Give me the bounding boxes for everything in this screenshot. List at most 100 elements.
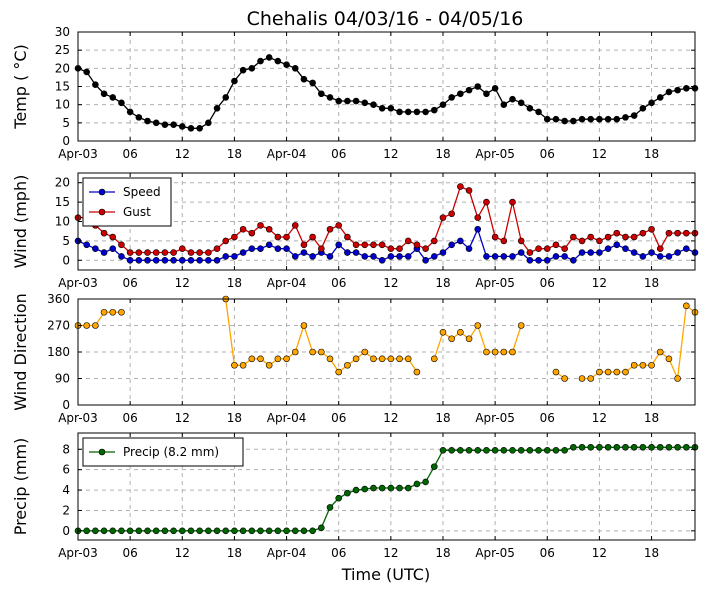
temp-data-point <box>300 75 308 83</box>
direction-x-tick-label: 12 <box>175 411 190 425</box>
precip-data-point <box>509 447 516 454</box>
precip-data-point <box>465 447 473 454</box>
wind-data-point <box>387 253 395 260</box>
temp-data-point <box>318 90 325 98</box>
wind-series-line <box>77 227 696 262</box>
direction-data-point <box>639 361 647 369</box>
wind-data-point <box>596 249 603 256</box>
wind-data-point <box>543 245 551 252</box>
wind-data-point <box>231 233 238 241</box>
wind-data-point <box>604 245 612 252</box>
precip-data-point <box>265 527 273 535</box>
precip-data-point <box>361 485 369 493</box>
precip-data-point <box>257 527 264 535</box>
wind-data-point <box>439 214 447 221</box>
wind-data-point <box>283 233 290 241</box>
direction-data-point <box>448 335 455 343</box>
temp-data-point <box>448 94 455 101</box>
direction-data-point <box>335 368 343 376</box>
wind-data-point <box>378 241 386 249</box>
direction-data-point <box>239 361 247 369</box>
temp-data-point <box>326 94 334 101</box>
wind-data-point <box>222 237 230 245</box>
precip-data-point <box>161 527 169 535</box>
wind-data-point <box>178 256 186 264</box>
direction-data-point <box>491 348 499 356</box>
wind-data-point <box>335 222 343 229</box>
wind-data-point <box>109 233 117 241</box>
precip-data-point <box>656 443 664 451</box>
wind-data-point <box>552 253 560 260</box>
wind-data-point <box>604 233 612 241</box>
direction-data-point <box>378 355 386 363</box>
temp-data-point <box>430 106 438 114</box>
wind-data-point <box>248 245 256 252</box>
wind-data-point <box>413 241 421 249</box>
wind-data-point <box>457 237 464 245</box>
wind-data-point <box>213 256 221 264</box>
temp-data-point <box>361 99 369 107</box>
temp-data-point <box>92 81 99 88</box>
wind-data-point <box>683 229 690 237</box>
figure-title: Chehalis 04/03/16 - 04/05/16 <box>247 8 524 30</box>
temp-data-point <box>213 105 221 112</box>
precip-data-point <box>665 443 673 451</box>
temp-y-tick-label: 25 <box>55 43 70 57</box>
precip-data-point <box>187 527 195 535</box>
wind-x-tick-label: 18 <box>435 276 450 290</box>
wind-data-point <box>152 249 160 256</box>
wind-data-point <box>526 256 534 264</box>
precip-data-point <box>430 463 438 470</box>
wind-data-point <box>648 249 655 256</box>
wind-data-point <box>596 237 603 245</box>
wind-data-point <box>344 249 351 256</box>
temp-data-point <box>656 94 664 101</box>
wind-data-point <box>396 253 403 260</box>
temp-data-point <box>83 68 90 76</box>
precip-data-point <box>491 447 499 454</box>
temp-x-tick-label: 18 <box>227 147 242 161</box>
temp-data-point <box>126 108 134 116</box>
direction-axes-frame <box>77 298 696 406</box>
wind-data-point <box>613 241 621 249</box>
wind-data-point <box>587 233 595 241</box>
direction-data-point <box>465 335 473 343</box>
wind-data-point <box>500 237 508 245</box>
wind-data-point <box>213 245 221 252</box>
direction-y-tick-label: 0 <box>62 398 70 412</box>
wind-data-point <box>474 225 482 233</box>
direction-data-point <box>457 328 464 336</box>
precip-data-point <box>500 447 508 454</box>
wind-data-point <box>361 253 369 260</box>
direction-data-point <box>483 348 490 356</box>
temp-x-tick-label: 06 <box>540 147 555 161</box>
wind-data-point <box>396 245 403 252</box>
temp-x-tick-label: 12 <box>175 147 190 161</box>
temp-data-point <box>474 83 482 90</box>
precip-data-point <box>300 527 308 535</box>
direction-data-point <box>648 361 655 369</box>
precip-data-point <box>543 447 551 454</box>
wind-legend-marker <box>98 188 106 196</box>
wind-data-point <box>578 237 586 245</box>
direction-x-tick-label: 06 <box>540 411 555 425</box>
wind-x-tick-label: 18 <box>227 276 242 290</box>
direction-panel: 0 90 180 270 360 Apr-03 06 12 18 Apr-04 06 12 18 Apr-… <box>11 292 699 425</box>
wind-data-point <box>509 253 516 260</box>
precip-data-point <box>309 527 316 535</box>
wind-data-point <box>335 241 343 249</box>
precip-y-tick-label: 4 <box>62 483 70 497</box>
temp-data-point <box>257 57 264 65</box>
precip-y-tick-label: 6 <box>62 463 70 477</box>
temp-data-point <box>517 99 525 107</box>
temp-data-point <box>630 112 638 119</box>
wind-data-point <box>648 225 655 233</box>
temp-data-point <box>639 105 647 112</box>
wind-data-point <box>613 229 621 237</box>
wind-data-point <box>630 233 638 241</box>
precip-data-point <box>613 443 621 451</box>
direction-data-point <box>622 368 629 376</box>
temp-data-point <box>239 66 247 74</box>
wind-data-point <box>352 249 360 256</box>
precip-data-point <box>535 447 542 454</box>
